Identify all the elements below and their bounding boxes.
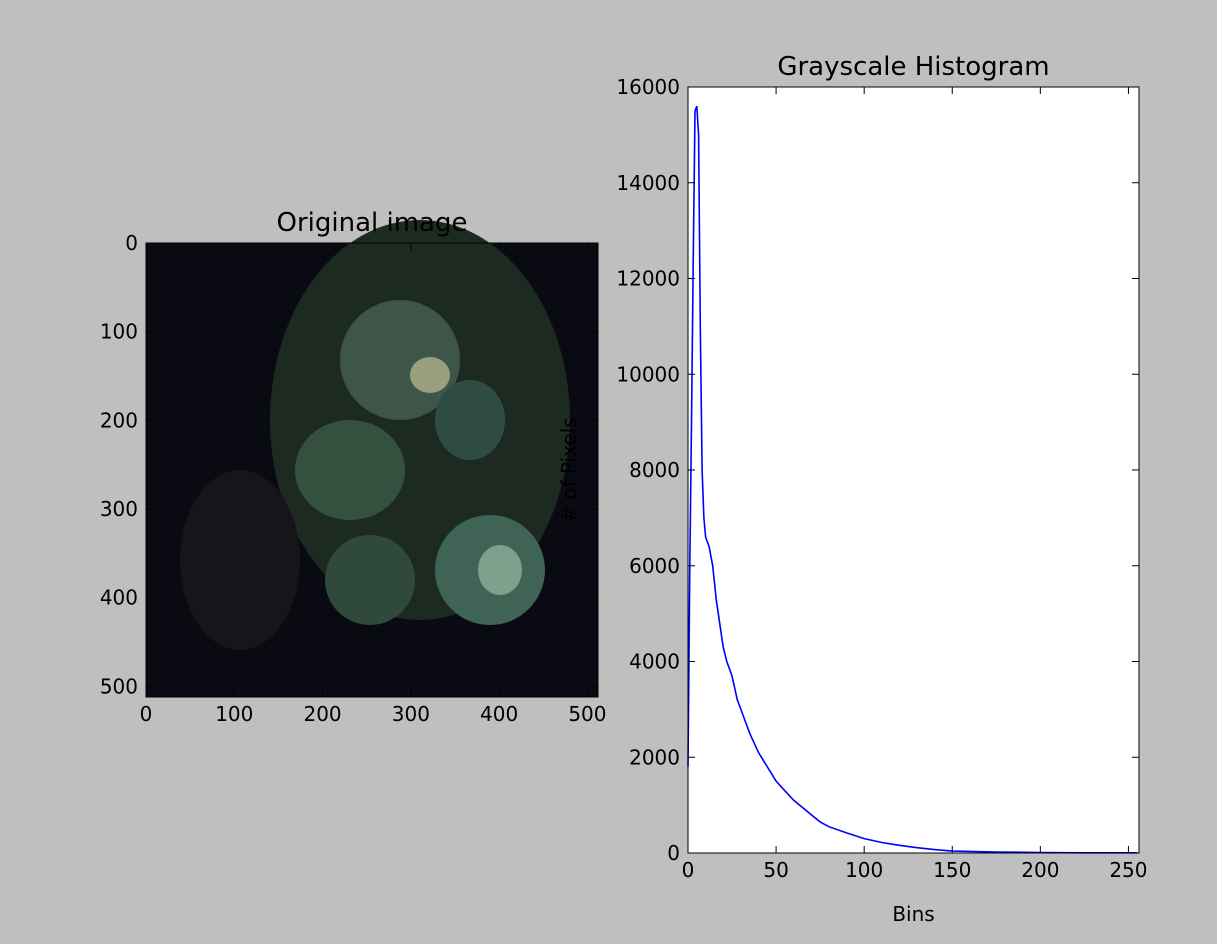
x-tick-label: 150	[933, 858, 971, 882]
photo-highlight	[410, 357, 450, 393]
y-tick-label: 400	[100, 586, 138, 610]
x-tick-label: 100	[845, 858, 883, 882]
x-tick-label: 100	[215, 702, 253, 726]
photo-leaf	[435, 380, 505, 460]
y-tick-label: 14000	[616, 171, 680, 195]
y-tick-label: 500	[100, 674, 138, 698]
x-tick-label: 250	[1109, 858, 1147, 882]
photo-leaf	[295, 420, 405, 520]
histogram-panel: 0 50 100 150 200 250 0 2000 4000 6000 8000 10000 120…	[616, 52, 1147, 926]
y-tick-label: 16000	[616, 75, 680, 99]
axes-title: Original image	[277, 208, 468, 238]
photo-leaf	[325, 535, 415, 625]
axes-title: Grayscale Histogram	[777, 52, 1049, 82]
photo-shadow	[180, 470, 300, 650]
y-tick-label: 10000	[616, 362, 680, 386]
y-tick-label: 100	[100, 320, 138, 344]
plot-area	[688, 87, 1139, 853]
y-tick-label: 0	[125, 231, 138, 255]
x-tick-label: 0	[140, 702, 153, 726]
x-tick-label: 50	[763, 858, 788, 882]
y-tick-label: 2000	[629, 745, 680, 769]
x-tick-label: 300	[392, 702, 430, 726]
page: {"chart_data": [ {"type": "image", "titl…	[0, 0, 1217, 944]
x-tick-label: 200	[1021, 858, 1059, 882]
figure: 01002003004005000100200300400500Original…	[0, 0, 1217, 944]
photo-highlight	[478, 545, 522, 595]
y-tick-label: 200	[100, 408, 138, 432]
x-tick-label: 200	[303, 702, 341, 726]
x-tick-label: 500	[568, 702, 606, 726]
y-tick-label: 12000	[616, 267, 680, 291]
y-tick-label: 4000	[629, 650, 680, 674]
y-tick-label: 300	[100, 497, 138, 521]
y-tick-label: 6000	[629, 554, 680, 578]
x-axis-label: Bins	[892, 902, 934, 926]
y-axis-label: # of Pixels	[557, 417, 581, 522]
x-tick-label: 400	[480, 702, 518, 726]
y-tick-label: 0	[667, 841, 680, 865]
y-tick-label: 8000	[629, 458, 680, 482]
x-tick-label: 0	[682, 858, 695, 882]
